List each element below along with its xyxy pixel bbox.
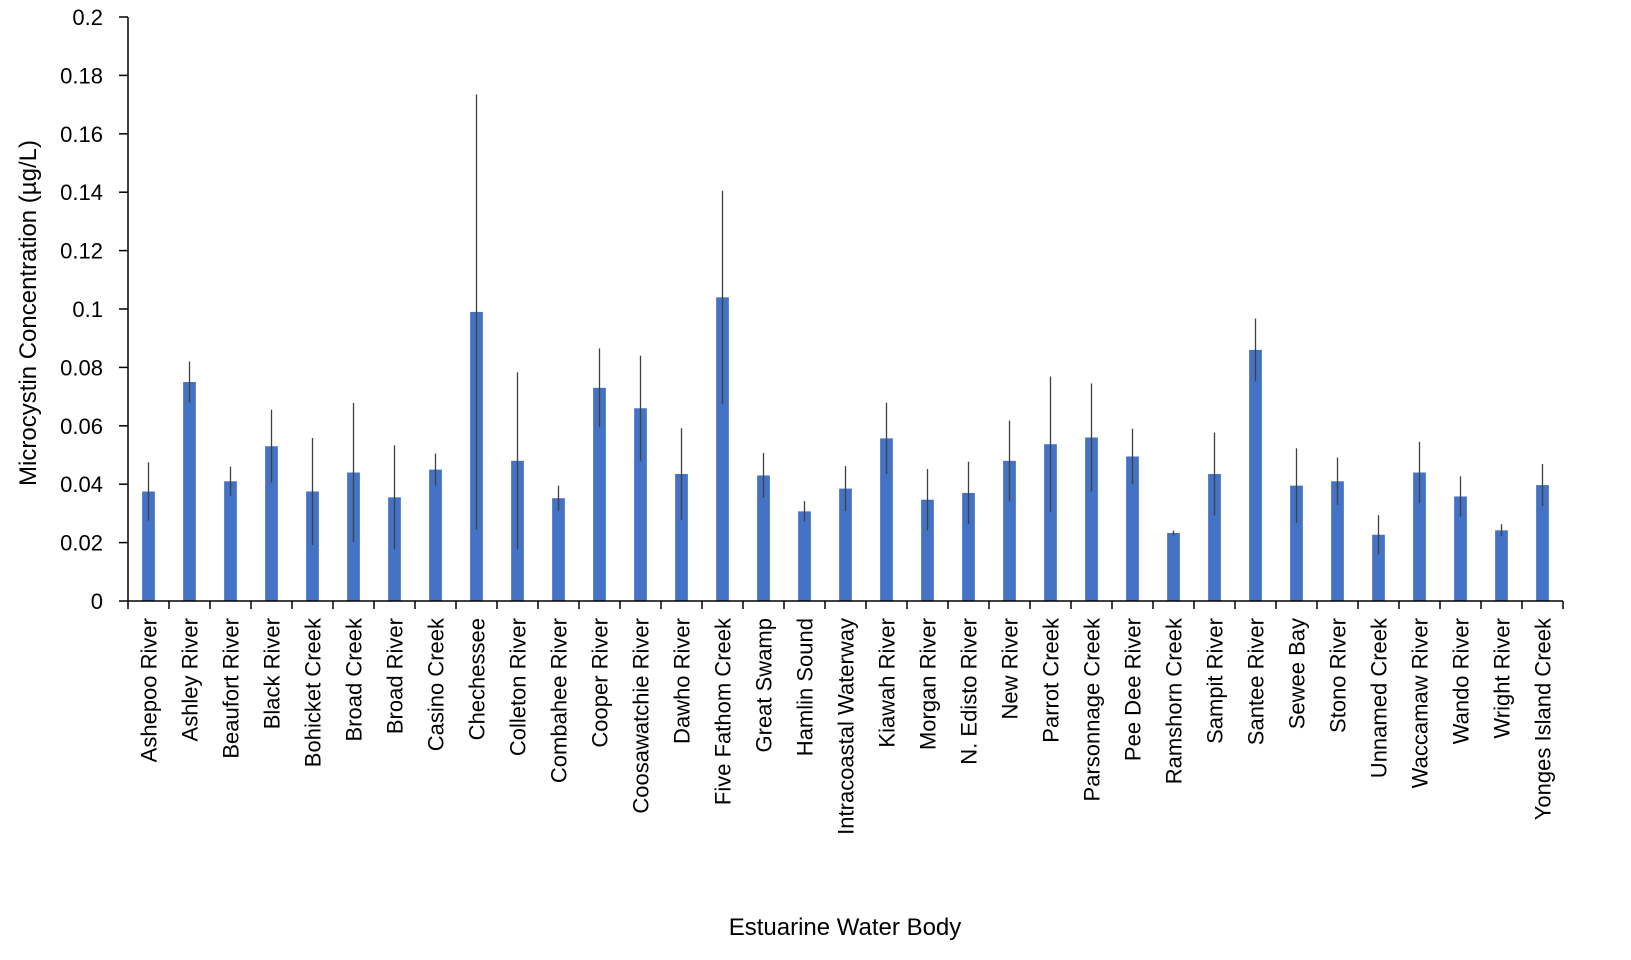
y-ticks-layer: 0 0.02 0.04 0.06 0.08 0.1 0.12 0.14 0.16 0.18 0.2	[60, 5, 1564, 614]
y-tick-label: 0.1	[72, 297, 103, 322]
bar	[716, 297, 729, 601]
y-tick-label: 0	[91, 589, 103, 614]
x-tick-label: Beaufort River	[219, 618, 244, 759]
bar	[634, 408, 647, 601]
x-tick-label: Combahee River	[547, 618, 572, 783]
x-tick-label: Broad River	[383, 618, 408, 734]
x-tick-label: Ashepoo River	[137, 618, 162, 762]
x-tick-label: Unnamed Creek	[1367, 617, 1392, 778]
bar	[1331, 481, 1344, 601]
bar	[183, 382, 196, 601]
bar	[1372, 534, 1385, 601]
x-tick-label: Parsonnage Creek	[1080, 617, 1105, 801]
bar	[1249, 349, 1262, 601]
x-tick-label: Morgan River	[916, 618, 941, 750]
y-tick-label: 0.14	[60, 180, 103, 205]
x-tick-label: Sampit River	[1203, 618, 1228, 744]
x-tick-label: Great Swamp	[752, 618, 777, 753]
x-tick-label: Casino Creek	[424, 617, 449, 751]
x-tick-label: Sewee Bay	[1285, 618, 1310, 729]
x-labels-layer: Ashepoo River Ashley River Beaufort River B…	[137, 617, 1556, 835]
x-tick-label: Bohicket Creek	[301, 617, 326, 767]
x-tick-label: Stono River	[1326, 618, 1351, 733]
x-tick-label: Five Fathom Creek	[711, 617, 736, 805]
bar	[675, 473, 688, 601]
bar	[1413, 472, 1426, 601]
x-tick-label: Wando River	[1449, 618, 1474, 744]
y-axis-title: Microcystin Concentration (µg/L)	[15, 140, 42, 486]
bar	[1495, 530, 1508, 601]
x-tick-label: Hamlin Sound	[793, 618, 818, 756]
x-tick-label: Santee River	[1244, 618, 1269, 745]
bar	[265, 446, 278, 601]
x-tick-label: Black River	[260, 618, 285, 729]
bar	[552, 498, 565, 601]
bar	[1167, 532, 1180, 601]
x-tick-label: Ashley River	[178, 618, 203, 741]
x-tick-label: Wright River	[1490, 618, 1515, 739]
x-tick-label: N. Edisto River	[957, 618, 982, 765]
x-tick-label: Yonges Island Creek	[1531, 617, 1556, 820]
x-tick-label: Broad Creek	[342, 617, 367, 742]
bar	[224, 481, 237, 601]
bar	[306, 491, 319, 601]
bar	[1454, 496, 1467, 601]
bar	[1044, 444, 1057, 601]
x-tick-label: Chechessee	[465, 618, 490, 740]
x-tick-label: Waccamaw River	[1408, 618, 1433, 788]
bar	[1085, 437, 1098, 601]
bar	[880, 438, 893, 601]
x-tick-label: Dawho River	[670, 618, 695, 744]
y-tick-label: 0.16	[60, 122, 103, 147]
x-axis-title: Estuarine Water Body	[729, 914, 962, 941]
bar	[798, 511, 811, 601]
x-tick-label: Colleton River	[506, 618, 531, 756]
bar	[429, 469, 442, 601]
bar	[593, 387, 606, 601]
x-tick-label: Pee Dee River	[1121, 618, 1146, 761]
x-tick-label: Intracoastal Waterway	[834, 618, 859, 835]
bar	[1536, 485, 1549, 601]
y-tick-label: 0.2	[72, 5, 103, 30]
y-tick-label: 0.18	[60, 63, 103, 88]
x-tick-label: Coosawatchie River	[629, 618, 654, 814]
y-tick-label: 0.12	[60, 239, 103, 264]
y-tick-label: 0.02	[60, 531, 103, 556]
bar	[142, 491, 155, 601]
bar	[757, 475, 770, 601]
y-tick-label: 0.08	[60, 355, 103, 380]
bar	[962, 492, 975, 601]
bar	[1126, 456, 1139, 601]
x-tick-label: Ramshorn Creek	[1162, 617, 1187, 784]
x-tick-label: Cooper River	[588, 618, 613, 748]
x-tick-label: Kiawah River	[875, 618, 900, 748]
bar	[1003, 460, 1016, 601]
bar	[1290, 485, 1303, 601]
y-tick-label: 0.04	[60, 472, 103, 497]
x-tick-label: Parrot Creek	[1039, 617, 1064, 743]
bar	[1208, 473, 1221, 601]
x-tick-label: New River	[998, 618, 1023, 719]
bar	[921, 499, 934, 601]
error-bars-layer	[147, 94, 1544, 555]
bar	[839, 488, 852, 601]
y-tick-label: 0.06	[60, 414, 103, 439]
